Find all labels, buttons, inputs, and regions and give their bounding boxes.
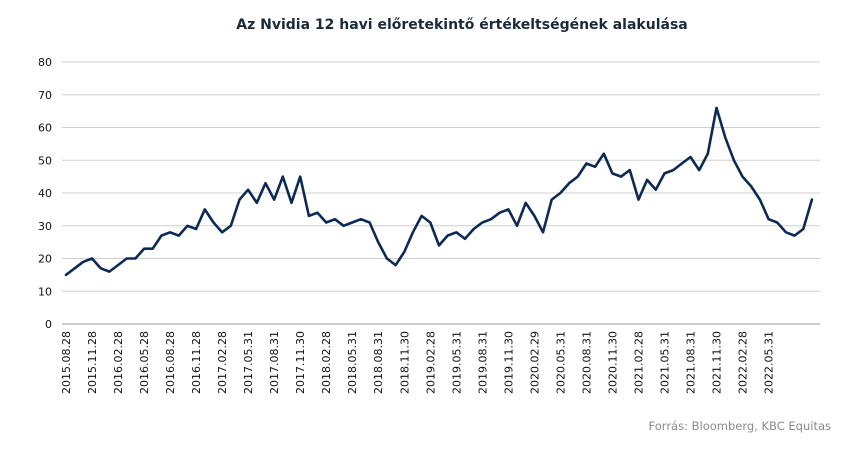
x-tick-label: 2015.11.28 [86, 331, 99, 394]
y-axis-tick-labels: 0 10 20 30 40 50 60 70 80 [38, 56, 52, 331]
y-tick-label: 30 [38, 220, 52, 233]
y-tick-label: 60 [38, 122, 52, 135]
y-tick-label: 20 [38, 253, 52, 266]
y-tick-label: 50 [38, 154, 52, 167]
x-tick-label: 2021.02.28 [632, 331, 645, 394]
x-tick-label: 2019.02.28 [424, 331, 437, 394]
x-tick-label: 2020.11.30 [606, 331, 619, 394]
x-tick-label: 2016.02.28 [112, 331, 125, 394]
x-tick-label: 2018.08.31 [372, 331, 385, 394]
x-tick-label: 2016.08.28 [164, 331, 177, 394]
x-tick-label: 2021.11.30 [711, 331, 724, 394]
x-tick-label: 2017.11.30 [294, 331, 307, 394]
x-tick-label: 2018.11.30 [398, 331, 411, 394]
x-tick-label: 2017.02.28 [216, 331, 229, 394]
x-tick-label: 2021.08.31 [684, 331, 697, 394]
series-layer [64, 106, 814, 277]
x-tick-label: 2020.08.31 [580, 331, 593, 394]
series-line [64, 106, 814, 277]
source-note: Forrás: Bloomberg, KBC Equitas [648, 419, 831, 433]
x-tick-label: 2018.05.31 [346, 331, 359, 394]
x-tick-label: 2022.02.28 [737, 331, 750, 394]
x-tick-label: 2022.05.31 [763, 331, 776, 394]
x-tick-label: 2019.08.31 [476, 331, 489, 394]
x-tick-label: 2020.02.29 [528, 331, 541, 394]
x-tick-label: 2020.05.31 [554, 331, 567, 394]
y-tick-label: 70 [38, 89, 52, 102]
x-tick-label: 2019.11.30 [502, 331, 515, 394]
chart-title: Az Nvidia 12 havi előretekintő értékelts… [236, 17, 688, 33]
y-tick-label: 0 [45, 318, 52, 331]
y-tick-label: 10 [38, 285, 52, 298]
x-tick-label: 2018.02.28 [320, 331, 333, 394]
x-tick-label: 2016.05.28 [138, 331, 151, 394]
y-tick-label: 40 [38, 187, 52, 200]
x-tick-label: 2019.05.31 [450, 331, 463, 394]
x-tick-label: 2017.05.31 [242, 331, 255, 394]
x-axis-tick-labels: 2015.08.28 2015.11.28 2016.02.28 2016.05.28… [60, 331, 776, 394]
x-tick-label: 2016.11.28 [190, 331, 203, 394]
x-tick-label: 2021.05.31 [658, 331, 671, 394]
gridlines [62, 61, 820, 292]
x-tick-label: 2017.08.31 [268, 331, 281, 394]
y-tick-label: 80 [38, 56, 52, 69]
x-tick-label: 2015.08.28 [60, 331, 73, 394]
